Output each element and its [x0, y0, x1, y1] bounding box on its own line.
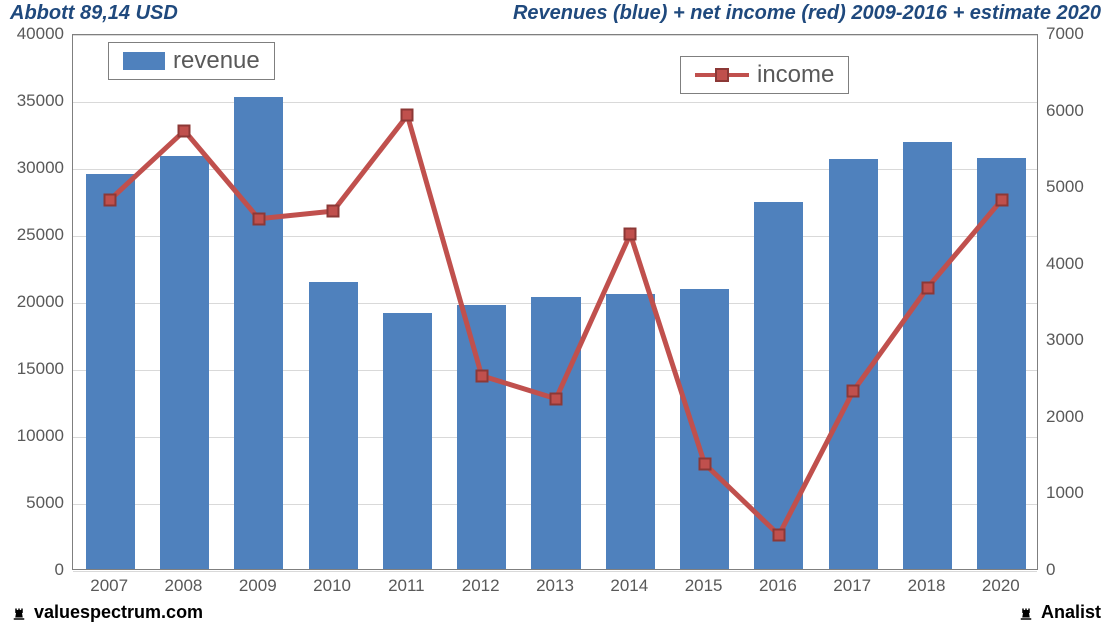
- y-right-tick: 0: [1046, 560, 1055, 580]
- revenue-bar: [234, 97, 283, 569]
- income-marker: [995, 193, 1008, 206]
- x-tick: 2011: [369, 576, 443, 596]
- revenue-bar: [606, 294, 655, 569]
- income-marker: [104, 193, 117, 206]
- x-tick: 2013: [518, 576, 592, 596]
- combo-chart: 0500010000150002000025000300003500040000…: [0, 0, 1111, 627]
- income-marker: [921, 281, 934, 294]
- income-marker: [178, 124, 191, 137]
- revenue-swatch: [123, 52, 165, 70]
- gridline: [73, 571, 1037, 572]
- x-tick: 2018: [889, 576, 963, 596]
- x-tick: 2015: [666, 576, 740, 596]
- chart-footer: valuespectrum.com Analist: [0, 602, 1111, 627]
- y-left-tick: 25000: [4, 225, 64, 245]
- gridline: [73, 236, 1037, 237]
- footer-right-text: Analist: [1041, 602, 1101, 623]
- revenue-bar: [309, 282, 358, 569]
- x-tick: 2010: [295, 576, 369, 596]
- footer-left-text: valuespectrum.com: [34, 602, 203, 623]
- y-right-tick: 3000: [1046, 330, 1084, 350]
- income-swatch: [695, 67, 749, 83]
- revenue-legend-label: revenue: [173, 47, 260, 75]
- revenue-bar: [903, 142, 952, 569]
- gridline: [73, 35, 1037, 36]
- y-left-tick: 15000: [4, 359, 64, 379]
- footer-right: Analist: [1017, 602, 1101, 623]
- x-tick: 2009: [221, 576, 295, 596]
- y-left-tick: 5000: [4, 493, 64, 513]
- y-left-tick: 30000: [4, 158, 64, 178]
- y-left-tick: 10000: [4, 426, 64, 446]
- x-tick: 2020: [964, 576, 1038, 596]
- revenue-bar: [86, 174, 135, 569]
- rook-icon: [1017, 604, 1035, 622]
- gridline: [73, 102, 1037, 103]
- y-left-tick: 40000: [4, 24, 64, 44]
- income-marker: [252, 212, 265, 225]
- x-tick: 2017: [815, 576, 889, 596]
- y-right-tick: 7000: [1046, 24, 1084, 44]
- x-tick: 2014: [592, 576, 666, 596]
- revenue-bar: [977, 158, 1026, 569]
- rook-icon: [10, 604, 28, 622]
- income-marker: [772, 529, 785, 542]
- income-marker: [624, 228, 637, 241]
- revenue-bar: [531, 297, 580, 569]
- revenue-bar: [680, 289, 729, 569]
- income-marker: [401, 109, 414, 122]
- income-legend-label: income: [757, 61, 834, 89]
- revenue-legend: revenue: [108, 42, 275, 80]
- income-marker: [698, 457, 711, 470]
- x-tick: 2007: [72, 576, 146, 596]
- footer-left: valuespectrum.com: [10, 602, 203, 623]
- income-marker: [550, 392, 563, 405]
- revenue-bar: [457, 305, 506, 569]
- y-right-tick: 4000: [1046, 254, 1084, 274]
- revenue-bar: [160, 156, 209, 569]
- plot-area: [72, 34, 1038, 570]
- y-right-tick: 1000: [1046, 483, 1084, 503]
- income-marker: [475, 369, 488, 382]
- revenue-bar: [754, 202, 803, 569]
- x-tick: 2012: [444, 576, 518, 596]
- y-right-tick: 5000: [1046, 177, 1084, 197]
- y-left-tick: 35000: [4, 91, 64, 111]
- income-marker: [327, 205, 340, 218]
- y-left-tick: 0: [4, 560, 64, 580]
- y-right-tick: 2000: [1046, 407, 1084, 427]
- gridline: [73, 169, 1037, 170]
- y-left-tick: 20000: [4, 292, 64, 312]
- x-tick: 2016: [741, 576, 815, 596]
- revenue-bar: [383, 313, 432, 569]
- x-tick: 2008: [146, 576, 220, 596]
- income-marker: [847, 385, 860, 398]
- revenue-bar: [829, 159, 878, 569]
- income-legend: income: [680, 56, 849, 94]
- y-right-tick: 6000: [1046, 101, 1084, 121]
